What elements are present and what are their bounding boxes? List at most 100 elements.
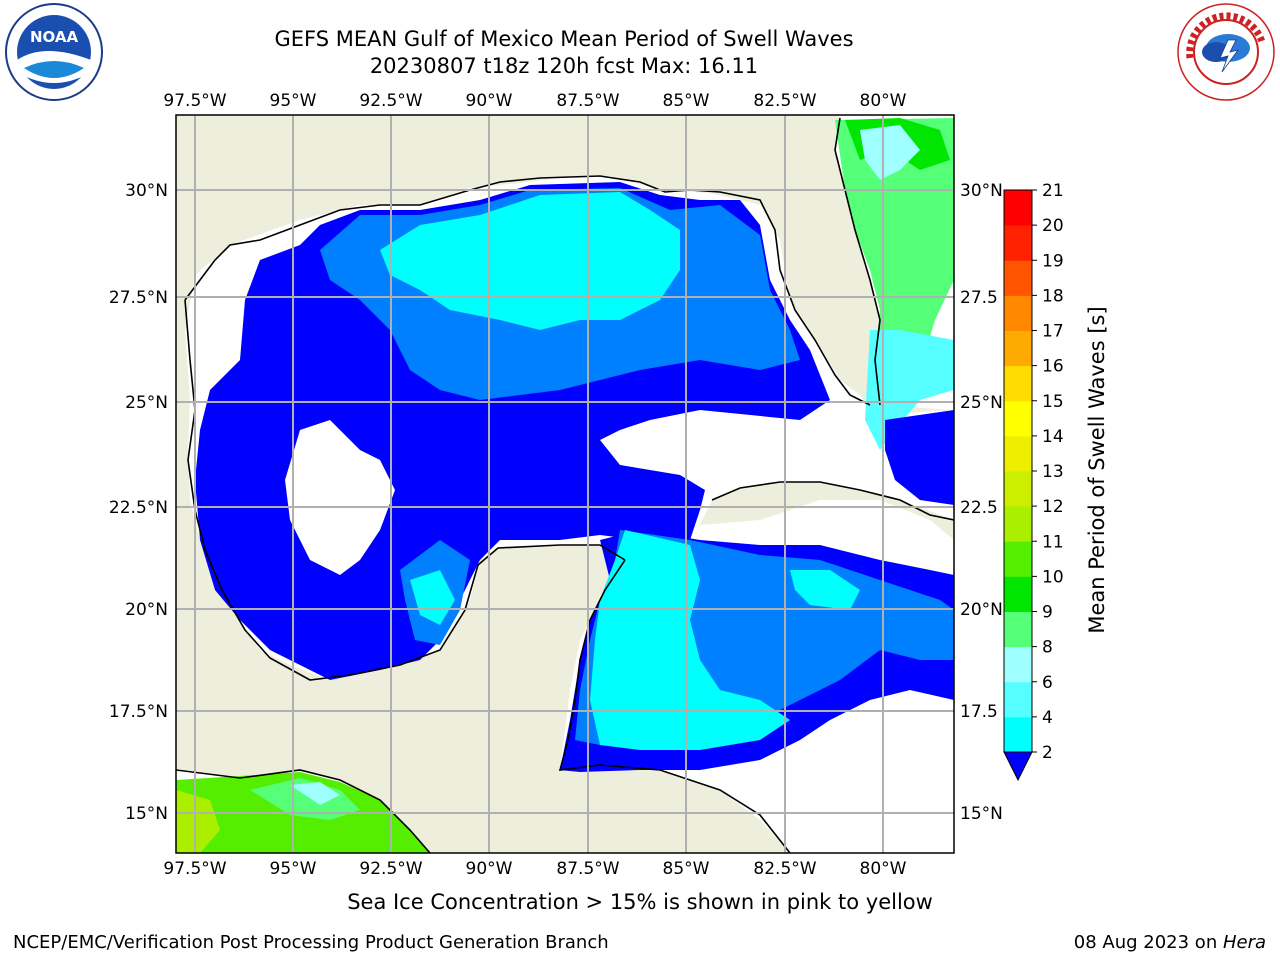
swell-6s-bay <box>410 570 455 625</box>
colorbar-segment <box>1004 260 1032 296</box>
swell-2s-bahamas <box>885 410 954 505</box>
footer-date: 08 Aug 2023 on Hera <box>1074 932 1266 953</box>
colorbar-segment <box>1004 716 1032 753</box>
colorbar-segment <box>1004 646 1032 683</box>
colorbar-segment <box>1004 471 1032 507</box>
coastline-yucatan <box>558 559 791 853</box>
lon-label: 92.5°W <box>359 859 422 879</box>
swell-9s-pacific <box>250 778 360 820</box>
colorbar-tick-label: 14 <box>1042 427 1064 447</box>
lon-label: 85°W <box>663 91 710 111</box>
lon-label: 97.5°W <box>163 859 226 879</box>
colorbar-tick-label: 2 <box>1042 743 1053 763</box>
colorbar-tick-label: 12 <box>1042 497 1064 517</box>
lat-label: 25°N <box>960 393 1003 413</box>
coastline-pacific <box>176 769 431 853</box>
lon-label: 80°W <box>860 91 907 111</box>
lon-label: 87.5°W <box>556 91 619 111</box>
colorbar-tick-label: 20 <box>1042 216 1064 236</box>
lat-label: 27.5°N <box>109 288 168 308</box>
lat-label: 30°N <box>960 181 1003 201</box>
nodata-patch <box>285 420 395 575</box>
map-frame <box>175 114 955 854</box>
swell-8s-patch <box>860 125 920 180</box>
colorbar-label: Mean Period of Swell Waves [s] <box>1085 306 1109 633</box>
colorbar-extend-triangle <box>1003 751 1033 782</box>
lon-labels-bottom: 97.5°W 95°W 92.5°W 90°W 87.5°W 85°W 82.5… <box>163 859 906 879</box>
lon-label: 87.5°W <box>556 859 619 879</box>
footer-host: Hera <box>1222 932 1266 953</box>
lat-label: 20°N <box>960 600 1003 620</box>
coastline-florida-east <box>834 117 881 406</box>
colorbar-segment <box>1004 330 1032 367</box>
lon-label: 97.5°W <box>163 91 226 111</box>
colorbar-tick-label: 11 <box>1042 532 1064 552</box>
colorbar-segment <box>1004 365 1032 402</box>
lat-label: 20°N <box>125 600 168 620</box>
lon-label: 82.5°W <box>753 91 816 111</box>
colorbar-segment <box>1004 611 1032 648</box>
colorbar-segment <box>1004 506 1032 542</box>
lon-labels-top: 97.5°W 95°W 92.5°W 90°W 87.5°W 85°W 82.5… <box>163 91 906 111</box>
chart-title: GEFS MEAN Gulf of Mexico Mean Period of … <box>274 27 854 51</box>
swell-6s-caribbean <box>590 530 790 750</box>
coastline-gulf-north <box>184 175 871 406</box>
colorbar-segment <box>1004 681 1032 718</box>
colorbar-segment <box>1004 225 1032 261</box>
swell-9s-atlantic <box>835 118 954 440</box>
noaa-logo-text: NOAA <box>30 28 79 46</box>
lat-labels-left: 30°N 27.5°N 25°N 22.5°N 20°N 17.5°N 15°N <box>109 181 168 824</box>
lat-label: 22.5 <box>960 498 998 518</box>
map-area <box>176 115 954 853</box>
gridlines <box>176 115 954 853</box>
nws-logo <box>1177 3 1275 101</box>
lat-label: 17.5°N <box>109 702 168 722</box>
lon-label: 95°W <box>270 91 317 111</box>
noaa-logo: NOAA <box>5 3 103 101</box>
lat-label: 17.5 <box>960 702 998 722</box>
colorbar-tick-label: 21 <box>1042 181 1064 201</box>
lon-label: 90°W <box>466 859 513 879</box>
colorbar-tick-label: 10 <box>1042 567 1064 587</box>
colorbar-tick-label: 9 <box>1042 603 1053 623</box>
swell-6s-patch <box>790 570 860 610</box>
colorbar-segment <box>1004 435 1032 472</box>
lon-label: 90°W <box>466 91 513 111</box>
chart-subtitle: 20230807 t18z 120h fcst Max: 16.11 <box>369 54 759 78</box>
coastline-gulf-west <box>184 299 626 681</box>
colorbar-segment <box>1004 541 1032 577</box>
lon-label: 95°W <box>270 859 317 879</box>
colorbar-tick-label: 16 <box>1042 357 1064 377</box>
lon-label: 80°W <box>860 859 907 879</box>
lat-label: 25°N <box>125 393 168 413</box>
colorbar-tick-label: 8 <box>1042 638 1053 658</box>
lat-label: 15°N <box>125 804 168 824</box>
coastline-cuba <box>711 481 954 521</box>
lon-label: 85°W <box>663 859 710 879</box>
sea-ice-note: Sea Ice Concentration > 15% is shown in … <box>347 890 933 914</box>
colorbar-tick-label: 4 <box>1042 708 1053 728</box>
lon-label: 92.5°W <box>359 91 422 111</box>
footer-credit: NCEP/EMC/Verification Post Processing Pr… <box>13 932 609 953</box>
colorbar-tick-label: 17 <box>1042 322 1064 342</box>
colorbar-segment <box>1004 400 1032 437</box>
lat-label: 27.5 <box>960 288 998 308</box>
swell-8s-pacific <box>290 782 340 805</box>
colorbar: 2 4 6 8 9 10 11 12 13 14 15 16 17 18 19 20 21 <box>1003 181 1064 782</box>
swell-12s-pacific <box>176 790 220 853</box>
lat-labels-right: 30°N 27.5 25°N 22.5 20°N 17.5 15°N <box>960 181 1003 824</box>
colorbar-segment <box>1004 190 1032 226</box>
swell-6s-region <box>380 192 680 330</box>
footer-date-text: 08 Aug 2023 on <box>1073 932 1223 953</box>
colorbar-tick-label: 15 <box>1042 392 1064 412</box>
colorbar-tick-label: 18 <box>1042 286 1064 306</box>
colorbar-segment <box>1004 295 1032 331</box>
lat-label: 15°N <box>960 804 1003 824</box>
lon-label: 82.5°W <box>753 859 816 879</box>
colorbar-tick-label: 19 <box>1042 251 1064 271</box>
lat-label: 30°N <box>125 181 168 201</box>
lat-label: 22.5°N <box>109 498 168 518</box>
colorbar-tick-label: 13 <box>1042 462 1064 482</box>
colorbar-segment <box>1004 576 1032 612</box>
